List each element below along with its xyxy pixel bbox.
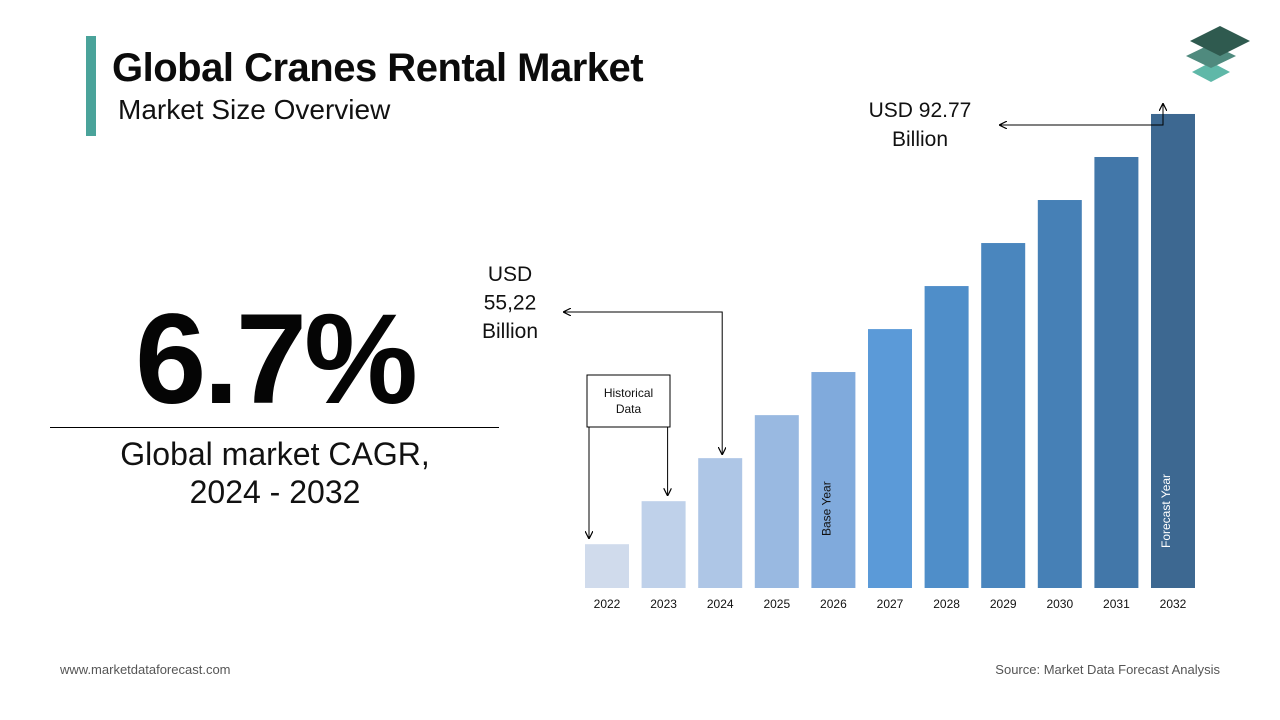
historical-data-label-line1: Historical: [604, 386, 653, 400]
cagr-label-line2: 2024 - 2032: [189, 474, 361, 510]
bar-2023: [641, 501, 686, 588]
logo-layer-bottom: [1192, 62, 1230, 82]
cagr-value: 6.7%: [135, 288, 418, 431]
x-tick-label-2026: 2026: [820, 597, 847, 611]
cagr-divider: [50, 427, 499, 428]
annotation-2032-line1: USD 92.77: [869, 99, 972, 122]
bar-2031: [1094, 156, 1139, 589]
x-tick-label-2028: 2028: [933, 597, 960, 611]
historical-data-label-line2: Data: [616, 402, 642, 416]
bar-label-2026: Base Year: [819, 481, 833, 536]
bar-2032: [1151, 113, 1195, 589]
x-tick-label-2032: 2032: [1160, 597, 1187, 611]
x-tick-label-2023: 2023: [650, 597, 677, 611]
footer-website[interactable]: www.marketdataforecast.com: [60, 662, 231, 677]
footer-source: Source: Market Data Forecast Analysis: [995, 662, 1220, 677]
x-tick-label-2030: 2030: [1046, 597, 1073, 611]
cagr-label: Global market CAGR, 2024 - 2032: [50, 435, 500, 511]
annotation-arrow-2032: [1000, 104, 1163, 125]
page-title: Global Cranes Rental Market: [112, 46, 644, 90]
bar-2030: [1037, 200, 1082, 589]
bar-2027: [868, 329, 912, 588]
bar-2028: [924, 286, 969, 588]
x-tick-label-2022: 2022: [594, 597, 621, 611]
page-subtitle: Market Size Overview: [118, 94, 391, 125]
x-tick-label-2031: 2031: [1103, 597, 1130, 611]
bar-2029: [981, 243, 1026, 589]
bar-2025: [754, 415, 799, 588]
x-tick-label-2025: 2025: [763, 597, 790, 611]
x-tick-label-2029: 2029: [990, 597, 1017, 611]
logo-layer-top: [1190, 26, 1250, 56]
historical-data-box: [586, 374, 671, 428]
layers-logo-icon: [1186, 26, 1250, 82]
title-accent-bar: [86, 36, 96, 136]
bar-2022: [585, 544, 629, 588]
bar-label-2032: Forecast Year: [1159, 474, 1173, 548]
bar-2024: [698, 458, 743, 588]
annotation-2024-line1: USD: [488, 263, 532, 286]
annotation-2024-line3: Billion: [482, 320, 538, 343]
x-tick-label-2024: 2024: [707, 597, 734, 611]
annotation-2024-line2: 55,22: [484, 292, 537, 315]
annotation-2032-line2: Billion: [892, 128, 948, 151]
bar-2026: [811, 372, 856, 588]
annotation-arrow-2024: [564, 312, 722, 454]
cagr-label-line1: Global market CAGR,: [120, 436, 430, 472]
x-tick-label-2027: 2027: [877, 597, 904, 611]
